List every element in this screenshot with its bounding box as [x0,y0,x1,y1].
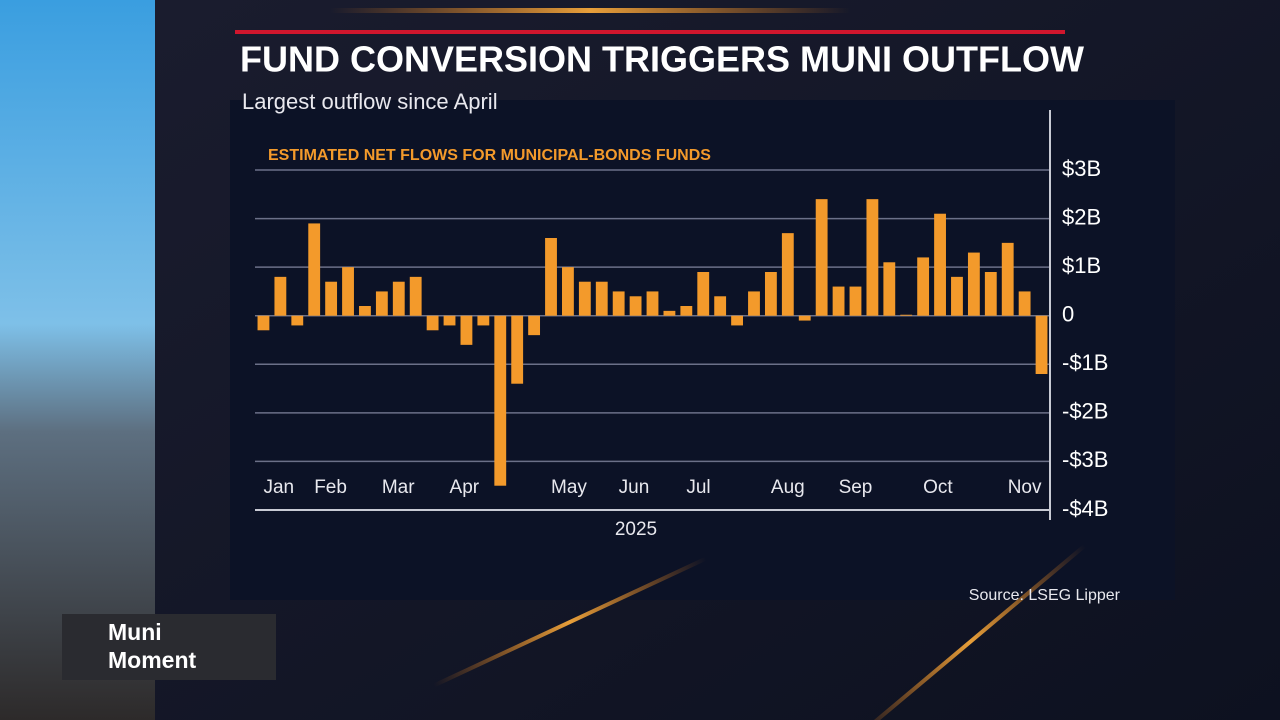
bar [798,315,811,321]
bar [748,291,760,316]
bar [731,315,743,326]
x-tick-label: Feb [314,477,347,498]
y-tick-label: $1B [1062,253,1101,278]
x-tick-label: Nov [1008,477,1042,498]
y-tick-label: -$4B [1062,496,1108,521]
bar [1018,291,1031,316]
bar [325,281,338,316]
x-tick-label: Jul [686,477,710,498]
bar [1035,315,1048,374]
bar [934,213,946,316]
bar [562,267,574,316]
city-backdrop [0,0,170,720]
bar [375,291,388,316]
bar [967,252,980,316]
chart-panel [230,100,1175,600]
bar [900,314,913,316]
bar [663,310,676,316]
x-tick-label: Aug [771,477,805,498]
chart-title: FUND CONVERSION TRIGGERS MUNI OUTFLOW [240,39,1084,80]
decor-streak [853,544,1087,720]
bar [595,281,608,316]
bar [409,276,422,316]
bar [392,281,405,316]
bar [697,272,710,316]
bar [781,233,794,316]
decor-streak [330,8,850,13]
bar [680,306,693,316]
bar [883,262,896,316]
chart-label: ESTIMATED NET FLOWS FOR MUNICIPAL-BONDS … [268,147,711,164]
x-tick-label: May [551,477,587,498]
bar [528,315,541,336]
bar [342,267,354,316]
bar [477,315,490,326]
bar [1001,242,1014,316]
plot: -$4B -$3B -$2B -$1B 0 $1B $2B $3B Jan Feb Mar Apr Ma… [255,110,1108,521]
x-tick-label: Jun [619,477,650,498]
bar [764,272,777,316]
bar [308,223,321,316]
segment-label: Muni [108,619,162,645]
bar [849,286,862,316]
x-axis-label: 2025 [615,519,657,540]
bar [612,291,625,316]
x-tick-label: Oct [923,477,953,498]
bar [917,257,930,316]
chart-subtitle: Largest outflow since April [242,89,498,114]
y-tick-label: -$2B [1062,399,1108,424]
segment-box [62,614,276,680]
bar [494,315,507,486]
source: Source: LSEG Lipper [969,587,1121,604]
x-tick-label: Apr [450,477,480,498]
bar [545,238,557,316]
y-tick-label: -$3B [1062,447,1108,472]
decor-streak [433,556,707,688]
y-tick-label: $2B [1062,204,1101,229]
bar [815,199,828,316]
bar [460,315,473,345]
segment-label: Moment [108,647,197,673]
bar [511,315,524,384]
bar [291,315,304,326]
bar [984,272,997,316]
bar [426,315,439,331]
bar [257,315,270,331]
bar [646,291,659,316]
bar [274,276,287,316]
bar [866,199,879,316]
bar [443,315,456,326]
x-tick-label: Sep [839,477,873,498]
bar [714,296,727,316]
bar [951,276,963,316]
y-tick-label: 0 [1062,302,1074,327]
title-rule [235,30,1065,34]
x-tick-label: Mar [382,477,415,498]
bar [832,286,845,316]
y-tick-label: -$1B [1062,350,1108,375]
y-tick-label: $3B [1062,156,1101,181]
bar [359,306,371,316]
bar [578,281,591,316]
x-tick-label: Jan [263,477,294,498]
bar [629,296,642,316]
